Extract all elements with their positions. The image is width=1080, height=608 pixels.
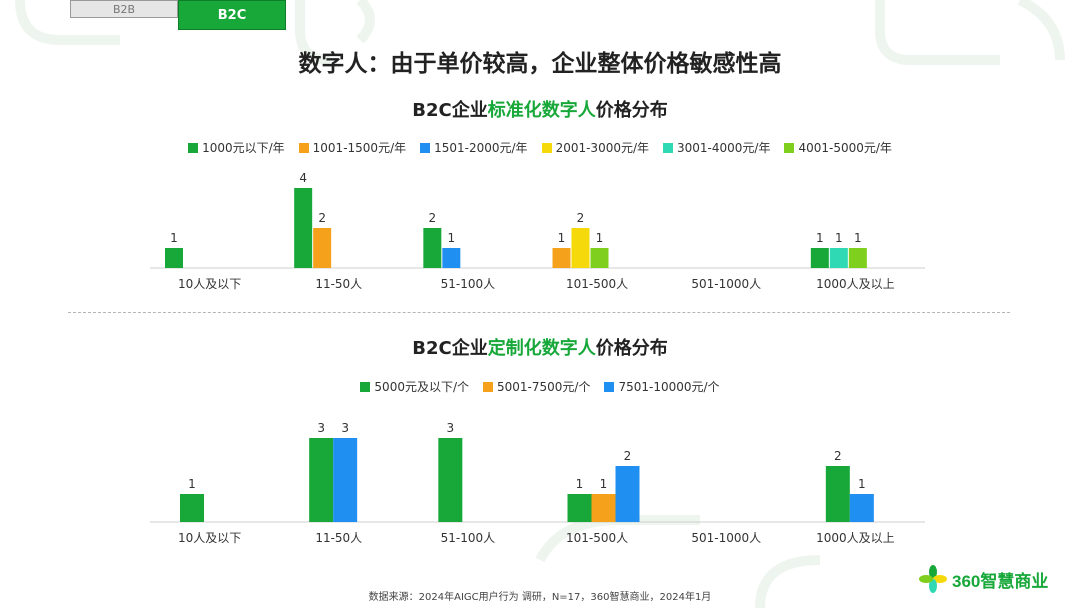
- bar-value-label: 1: [558, 231, 566, 245]
- legend-item: 1501-2000元/年: [420, 139, 528, 156]
- bar-value-label: 1: [170, 231, 178, 245]
- bar-value-label: 1: [835, 231, 843, 245]
- legend-item: 1001-1500元/年: [298, 139, 407, 156]
- x-tick-label: 10人及以下: [178, 531, 241, 545]
- chart-title-suffix: 价格分布: [595, 338, 668, 359]
- bar-value-label: 1: [858, 477, 866, 491]
- x-tick-label: 51-100人: [441, 531, 496, 545]
- bar: [180, 494, 204, 522]
- bar: [165, 248, 183, 268]
- x-tick-label: 11-50人: [315, 277, 362, 291]
- bar: [438, 438, 463, 522]
- legend-label: 1001-1500元/年: [312, 141, 407, 155]
- legend-swatch: [541, 142, 552, 153]
- bar-value-label: 1: [596, 231, 604, 245]
- bar: [810, 248, 829, 268]
- bar-value-label: 3: [317, 421, 325, 435]
- bar: [849, 494, 874, 522]
- legend-label: 7501-10000元/个: [618, 380, 720, 394]
- legend-item: 2001-3000元/年: [541, 139, 650, 156]
- bar-value-label: 2: [577, 211, 585, 225]
- bar-value-label: 1: [816, 231, 824, 245]
- chart-title-suffix: 价格分布: [595, 100, 668, 121]
- bar: [567, 494, 592, 522]
- bar-value-label: 3: [447, 421, 455, 435]
- x-tick-label: 1000人及以上: [816, 277, 895, 291]
- legend-swatch: [663, 142, 674, 153]
- tab-b2b[interactable]: B2B: [70, 0, 178, 18]
- legend-label: 3001-4000元/年: [677, 141, 771, 155]
- legend-swatch: [188, 142, 199, 153]
- logo-text: 360智慧商业: [952, 571, 1049, 591]
- bar-value-label: 2: [429, 211, 437, 225]
- legend-label: 1501-2000元/年: [434, 141, 528, 155]
- bar: [552, 248, 571, 268]
- chart-legend-standard: 1000元以下/年 1001-1500元/年 1501-2000元/年 2001-30…: [0, 139, 1080, 156]
- legend-item: 4001-5000元/年: [784, 139, 892, 156]
- bar-value-label: 1: [854, 231, 862, 245]
- legend-swatch: [784, 142, 795, 153]
- chart-title-highlight: 标准化数字人: [487, 100, 596, 121]
- page-title: 数字人：由于单价较高，企业整体价格敏感性高: [298, 51, 782, 77]
- bar-value-label: 1: [576, 477, 584, 491]
- legend-swatch: [604, 381, 615, 392]
- bar: [591, 494, 616, 522]
- bar-chart-custom: 1 10人及以下 3 3 11-50人 3 51-100人 1 1 2 101-500人 501-10…: [150, 421, 925, 545]
- x-tick-label: 101-500人: [566, 531, 628, 545]
- bar: [313, 228, 332, 268]
- bar-value-label: 1: [448, 231, 456, 245]
- legend-item: 1000元以下/年: [188, 139, 285, 156]
- bar-value-label: 2: [624, 449, 632, 463]
- brand-logo: 360智慧商业: [918, 564, 1048, 594]
- bar-value-label: 1: [188, 477, 196, 491]
- chart-title-custom: B2C企业定制化数字人价格分布: [0, 334, 1080, 360]
- legend-swatch: [483, 381, 494, 392]
- bar: [423, 228, 442, 268]
- chart-title-standard: B2C企业标准化数字人价格分布: [0, 96, 1080, 122]
- legend-item: 5001-7500元/个: [483, 378, 590, 395]
- bar: [294, 188, 313, 268]
- legend-label: 5000元及以下/个: [374, 380, 470, 394]
- x-tick-label: 10人及以下: [178, 277, 241, 291]
- bar: [848, 248, 867, 268]
- bar-value-label: 2: [318, 211, 326, 225]
- bar: [571, 228, 590, 268]
- tab-b2c[interactable]: B2C: [178, 0, 286, 30]
- chart-legend-custom: 5000元及以下/个 5001-7500元/个 7501-10000元/个: [0, 378, 1080, 395]
- bar-value-label: 2: [834, 449, 842, 463]
- legend-swatch: [360, 381, 371, 392]
- data-source-note: 数据来源：2024年AIGC用户行为 调研，N=17，360智慧商业，2024年…: [368, 592, 712, 603]
- legend-item: 7501-10000元/个: [604, 378, 720, 395]
- bar: [615, 466, 640, 522]
- x-tick-label: 51-100人: [441, 277, 496, 291]
- bar: [829, 248, 848, 268]
- x-tick-label: 501-1000人: [691, 277, 761, 291]
- bar: [442, 248, 461, 268]
- bar: [825, 466, 850, 522]
- section-divider: [68, 312, 1010, 313]
- chart-title-prefix: B2C企业: [412, 338, 488, 359]
- x-tick-label: 501-1000人: [691, 531, 761, 545]
- legend-swatch: [420, 142, 431, 153]
- bar-value-label: 4: [299, 171, 307, 185]
- bar: [309, 438, 334, 522]
- legend-label: 5001-7500元/个: [497, 380, 591, 394]
- chart-title-highlight: 定制化数字人: [487, 338, 596, 359]
- x-tick-label: 1000人及以上: [816, 531, 895, 545]
- chart-title-prefix: B2C企业: [412, 100, 488, 121]
- bar: [333, 438, 358, 522]
- bar-value-label: 1: [600, 477, 608, 491]
- legend-item: 5000元及以下/个: [360, 378, 469, 395]
- legend-swatch: [298, 142, 309, 153]
- x-tick-label: 11-50人: [315, 531, 362, 545]
- legend-item: 3001-4000元/年: [663, 139, 770, 156]
- legend-label: 1000元以下/年: [202, 141, 285, 155]
- bar-value-label: 3: [341, 421, 349, 435]
- bar: [590, 248, 609, 268]
- legend-label: 4001-5000元/年: [798, 141, 892, 155]
- legend-label: 2001-3000元/年: [555, 141, 650, 155]
- pinwheel-logo-icon: [919, 565, 947, 593]
- x-tick-label: 101-500人: [566, 277, 628, 291]
